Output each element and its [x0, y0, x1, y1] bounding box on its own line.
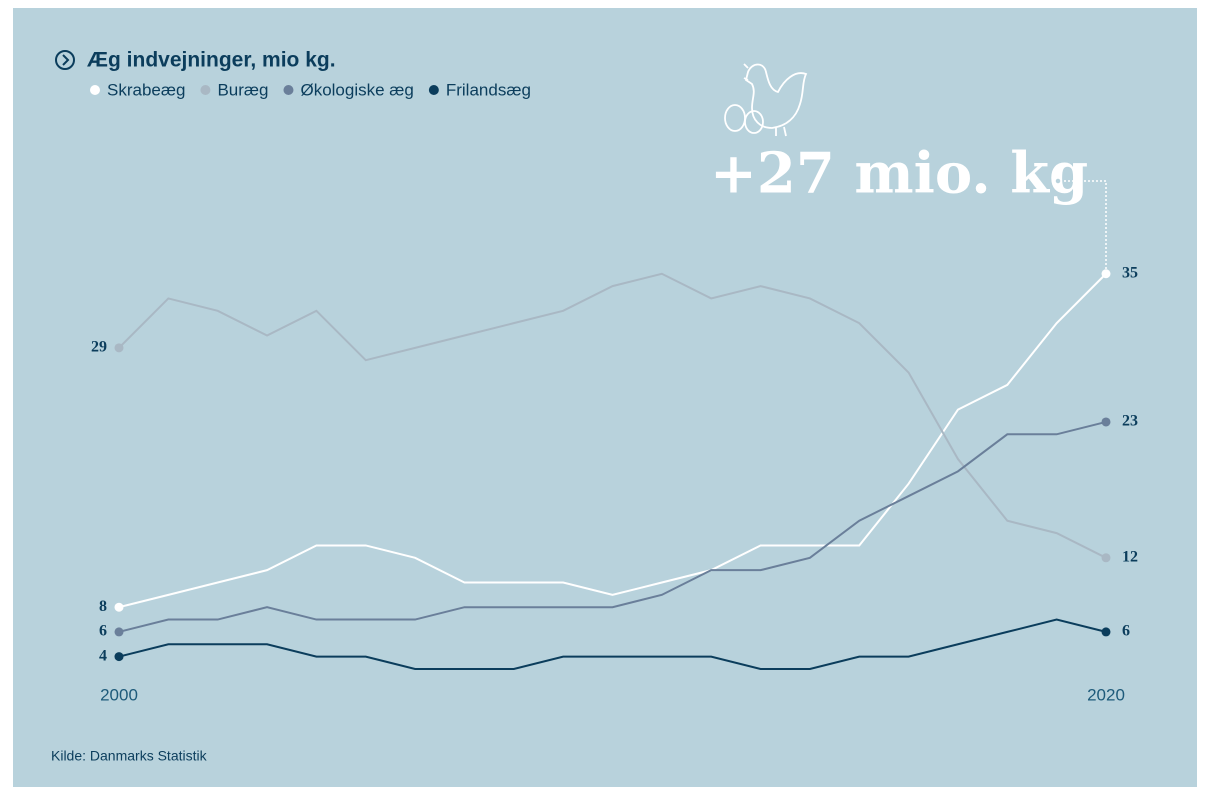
- annotation: +27 mio. kg: [710, 141, 1088, 207]
- panel: [13, 8, 1197, 787]
- annotation-dot: [1055, 178, 1061, 184]
- end-label: 23: [1122, 413, 1138, 430]
- legend-label: Frilandsæg: [446, 80, 531, 99]
- end-dot: [115, 343, 124, 352]
- end-dot: [115, 652, 124, 661]
- end-label: 12: [1122, 548, 1138, 565]
- end-dot: [115, 603, 124, 612]
- legend-label: Skrabeæg: [107, 80, 185, 99]
- x-tick-label: 2020: [1087, 685, 1125, 704]
- source: Kilde: Danmarks Statistik: [51, 748, 208, 764]
- legend-label: Buræg: [217, 80, 268, 99]
- end-label: 8: [99, 598, 107, 615]
- chart: Æg indvejninger, mio kg. +27 mio. kg Kil…: [0, 0, 1211, 793]
- legend-label: Økologiske æg: [300, 80, 413, 99]
- end-dot: [1102, 269, 1111, 278]
- end-label: 6: [1122, 623, 1130, 640]
- end-dot: [1102, 417, 1111, 426]
- legend-marker: [429, 85, 439, 95]
- end-label: 29: [91, 339, 107, 356]
- chart-title: Æg indvejninger, mio kg.: [87, 49, 336, 72]
- end-dot: [115, 627, 124, 636]
- end-dot: [1102, 553, 1111, 562]
- x-tick-label: 2000: [100, 685, 138, 704]
- end-label: 4: [99, 647, 107, 664]
- legend-marker: [90, 85, 100, 95]
- end-label: 35: [1122, 264, 1138, 281]
- legend-marker: [200, 85, 210, 95]
- end-dot: [1102, 627, 1111, 636]
- legend-marker: [283, 85, 293, 95]
- end-label: 6: [99, 623, 107, 640]
